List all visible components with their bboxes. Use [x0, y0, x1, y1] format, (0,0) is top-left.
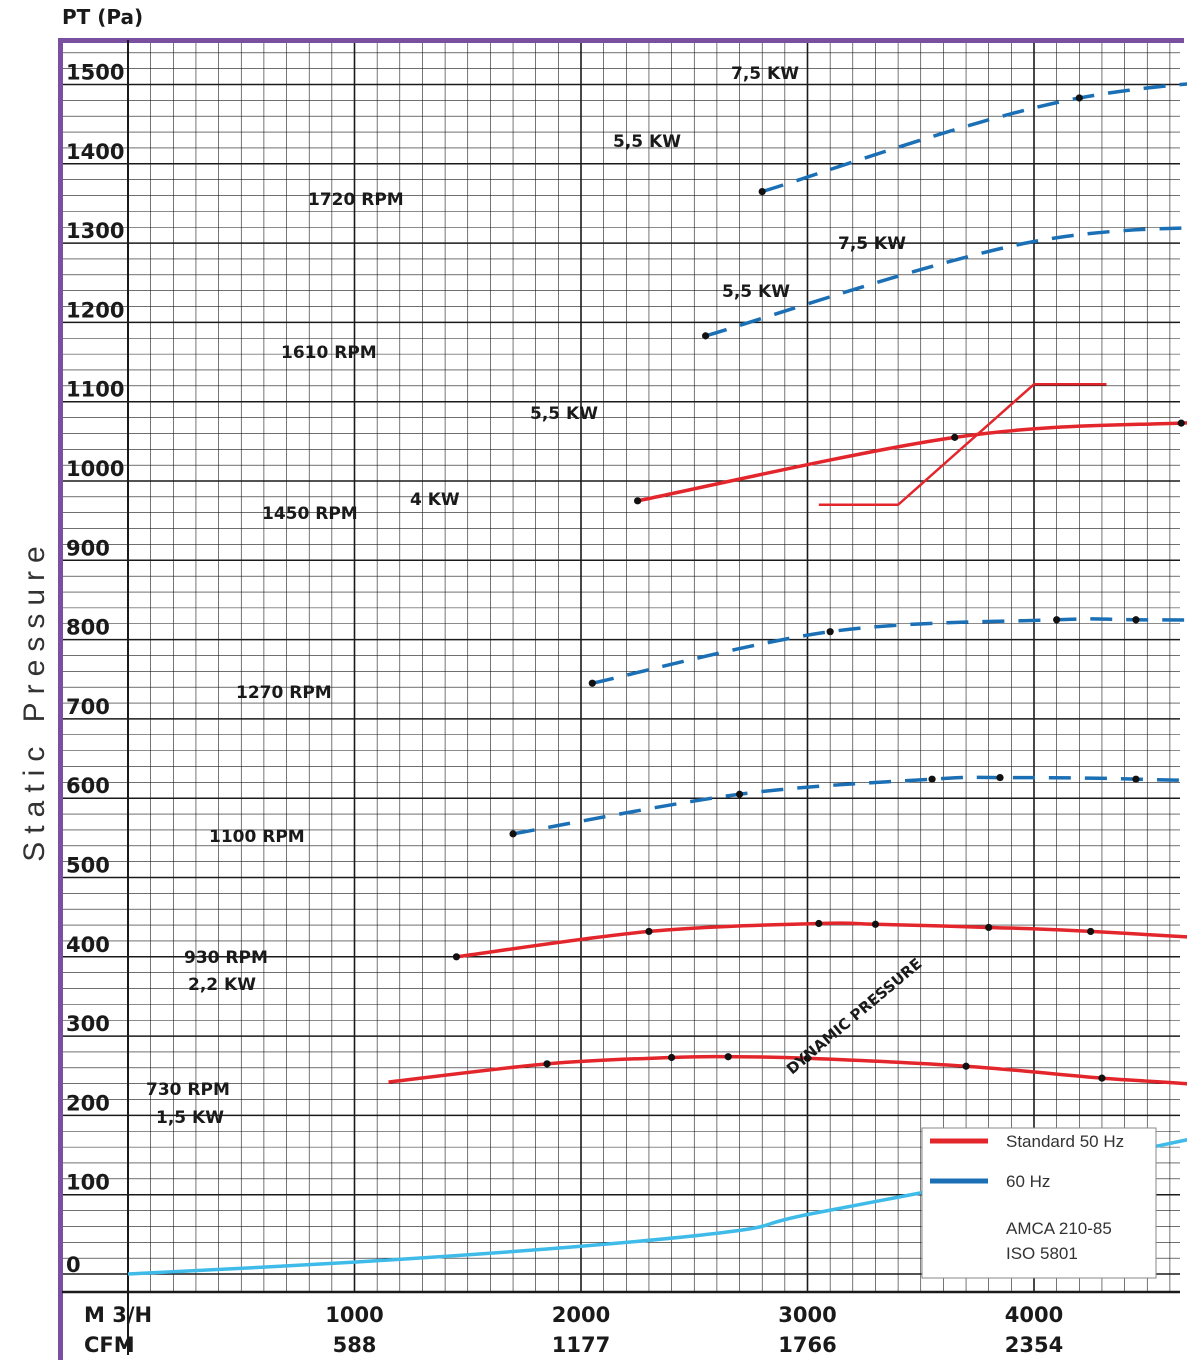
- rpm-label: 1450 RPM: [262, 504, 358, 524]
- power-label: 1,5 KW: [156, 1108, 224, 1128]
- y-tick-label: 500: [66, 854, 110, 878]
- data-point-1100-rpm: [735, 790, 744, 798]
- data-point-1720-rpm: [758, 187, 766, 196]
- data-point-730-rpm: [1098, 1074, 1106, 1082]
- x-tick-label-m3h: 4000: [1005, 1303, 1063, 1327]
- data-point-1270-rpm: [1053, 616, 1061, 624]
- series-line-dynamic-pressure: [127, 1137, 1187, 1276]
- x-tick-label-m3h: 2000: [552, 1303, 610, 1327]
- data-point-1100-rpm: [996, 773, 1004, 782]
- y-tick-label: 1300: [66, 219, 124, 243]
- y-tick-label: 1400: [66, 140, 124, 164]
- legend: Standard 50 Hz 60 Hz AMCA 210-85 ISO 580…: [921, 1127, 1157, 1279]
- standard-amca: AMCA 210-85: [1006, 1219, 1112, 1238]
- x-unit-cfm: CFM: [84, 1333, 135, 1357]
- x-tick-label-cfm: 588: [333, 1333, 377, 1357]
- legend-label-50hz: Standard 50 Hz: [1006, 1132, 1124, 1151]
- legend-box: [921, 1127, 1157, 1279]
- rpm-label: 1720 RPM: [308, 190, 404, 210]
- data-point-930-rpm: [645, 927, 653, 936]
- data-point-930-rpm: [815, 919, 823, 928]
- x-tick-label-cfm: 2354: [1005, 1333, 1063, 1357]
- data-point-1610-rpm: [701, 332, 710, 340]
- data-point-730-rpm: [543, 1060, 551, 1068]
- legend-label-60hz: 60 Hz: [1006, 1172, 1050, 1191]
- rpm-label: 730 RPM: [146, 1080, 230, 1100]
- data-point-1100-rpm: [928, 775, 936, 783]
- series-line-1610-rpm: [705, 226, 1187, 338]
- power-label: 5,5 KW: [722, 282, 790, 302]
- series-line-1720-rpm: [761, 82, 1187, 194]
- y-tick-label: 700: [66, 695, 110, 719]
- y-tick-label: 900: [66, 536, 110, 560]
- grid: [62, 40, 1180, 1292]
- power-label: 5,5 KW: [530, 404, 598, 424]
- frame-left: [58, 38, 63, 1360]
- y-tick-label: 1000: [66, 457, 124, 481]
- data-point-930-rpm: [452, 953, 461, 961]
- rpm-label: 1610 RPM: [281, 343, 377, 363]
- series-line-1270-rpm: [591, 617, 1187, 685]
- power-label: 2,2 KW: [188, 975, 256, 995]
- data-point-1450-rpm: [1177, 419, 1185, 427]
- series-line-1100-rpm: [512, 775, 1187, 836]
- x-tick-label-m3h: 1000: [325, 1303, 383, 1327]
- data-point-930-rpm: [1087, 927, 1095, 936]
- data-point-1100-rpm: [509, 830, 517, 838]
- power-label: 7,5 KW: [838, 234, 906, 254]
- markers: [452, 94, 1185, 1082]
- curves: [127, 82, 1187, 1276]
- y-tick-label: 400: [66, 933, 110, 957]
- data-point-1270-rpm: [1132, 616, 1140, 624]
- rpm-label: 930 RPM: [184, 948, 268, 968]
- data-point-1450-rpm: [951, 433, 959, 441]
- data-point-1450-rpm: [634, 497, 642, 505]
- data-point-1100-rpm: [1132, 775, 1140, 783]
- frame-top: [58, 38, 1184, 43]
- x-tick-label-m3h: 3000: [778, 1303, 836, 1327]
- y-tick-label: 0: [66, 1253, 81, 1277]
- x-tick-label-cfm: 1177: [552, 1333, 610, 1357]
- data-point-730-rpm: [724, 1053, 732, 1061]
- series-line-930-rpm: [456, 921, 1187, 959]
- power-label: 4 KW: [410, 490, 460, 510]
- data-point-1720-rpm: [1075, 94, 1083, 102]
- y-tick-label: 1200: [66, 298, 124, 322]
- data-point-930-rpm: [985, 923, 993, 932]
- y-axis-label: Static Pressure: [18, 538, 51, 861]
- x-unit-m3h: M 3/H: [84, 1303, 152, 1327]
- rpm-label: 1100 RPM: [209, 827, 305, 847]
- data-point-730-rpm: [803, 1054, 812, 1062]
- y-tick-label: 200: [66, 1091, 110, 1115]
- series-line-1450-rpm: [637, 421, 1187, 503]
- power-boundary-line: [818, 383, 1107, 507]
- data-point-1270-rpm: [826, 628, 834, 636]
- power-label: 5,5 KW: [613, 132, 681, 152]
- y-tick-label: 300: [66, 1012, 110, 1036]
- power-label: 7,5 KW: [731, 64, 799, 84]
- data-point-930-rpm: [871, 920, 880, 928]
- y-tick-label: 1100: [66, 378, 124, 402]
- series-line-730-rpm: [388, 1054, 1187, 1086]
- data-point-730-rpm: [962, 1062, 970, 1070]
- y-tick-label: 100: [66, 1171, 110, 1195]
- data-point-1270-rpm: [588, 679, 596, 687]
- rpm-label: 1270 RPM: [236, 683, 332, 703]
- data-point-730-rpm: [668, 1053, 676, 1062]
- y-tick-label: 800: [66, 616, 110, 640]
- y-tick-label: 1500: [66, 61, 124, 85]
- standard-iso: ISO 5801: [1006, 1244, 1078, 1263]
- unit-label: PT (Pa): [62, 5, 143, 29]
- x-tick-label-cfm: 1766: [778, 1333, 836, 1357]
- frame: [58, 38, 1184, 1360]
- y-tick-label: 600: [66, 774, 110, 798]
